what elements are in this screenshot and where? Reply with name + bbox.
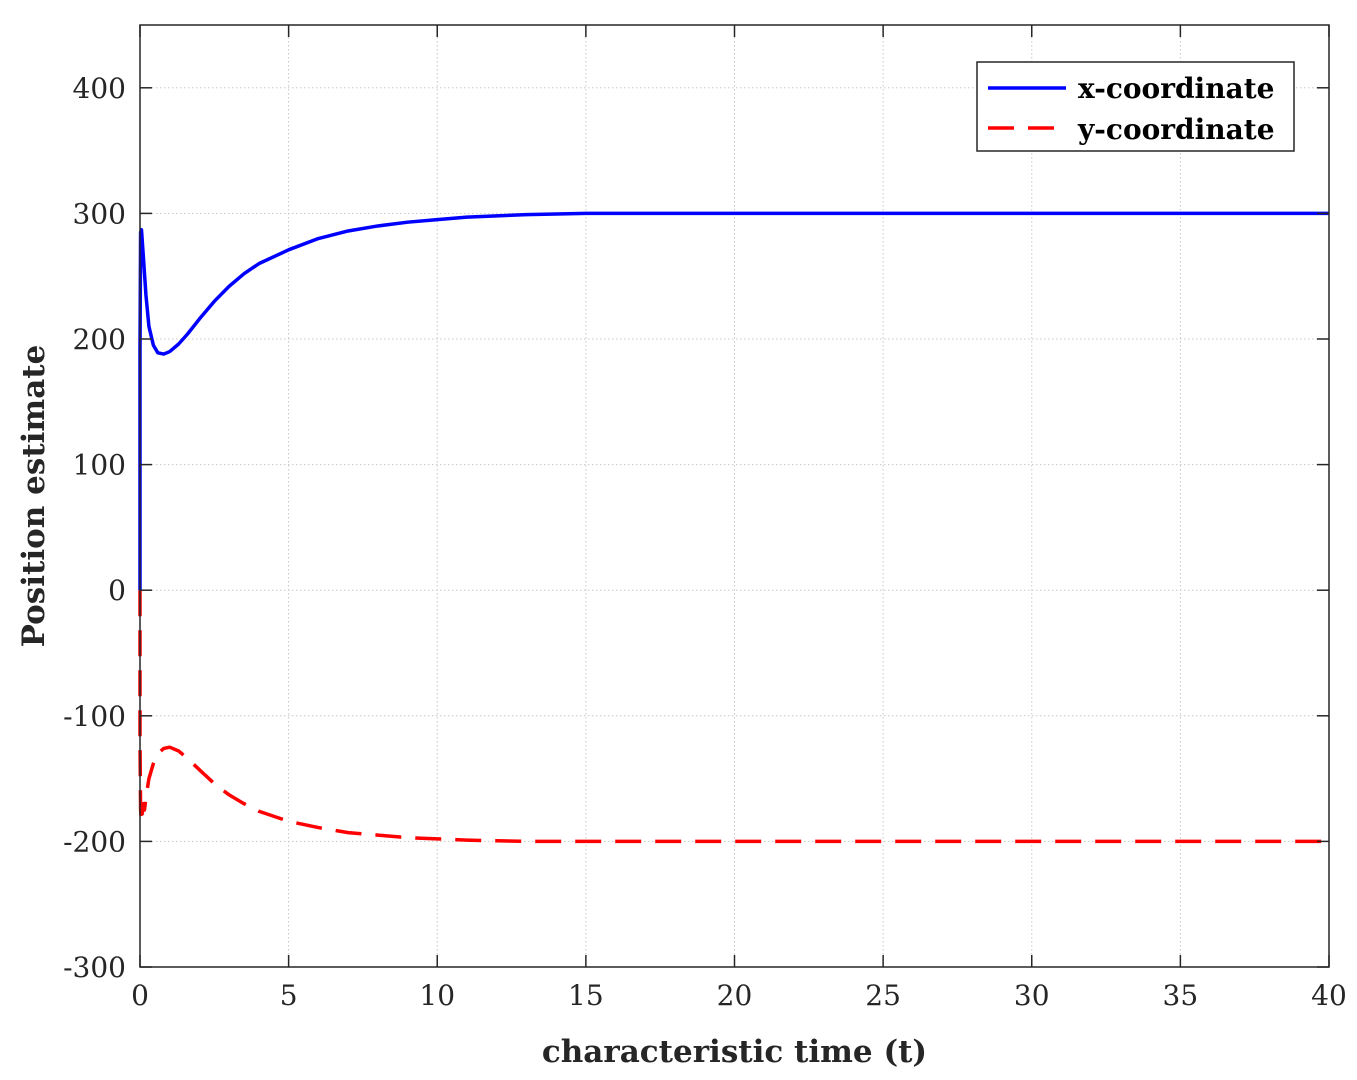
y-tick-label: 0 bbox=[108, 574, 126, 607]
x-tick-label: 15 bbox=[568, 979, 604, 1012]
y-tick-label: 400 bbox=[73, 72, 126, 105]
y-tick-label: 300 bbox=[73, 197, 126, 230]
ticks bbox=[139, 25, 1330, 968]
y-tick-label: -200 bbox=[63, 825, 126, 858]
y-tick-label: 200 bbox=[73, 323, 126, 356]
x-axis-label: characteristic time (t) bbox=[542, 1034, 927, 1070]
tick-labels: 0 5 10 15 20 25 30 35 40 -300 -200 -100 0 100 200 300 40… bbox=[63, 72, 1347, 1012]
x-tick-label: 10 bbox=[419, 979, 455, 1012]
y-tick-label: 100 bbox=[73, 449, 126, 482]
x-tick-label: 5 bbox=[280, 979, 298, 1012]
series-group bbox=[138, 211, 1329, 844]
x-tick-label: 40 bbox=[1311, 979, 1347, 1012]
y-tick-label: -100 bbox=[63, 700, 126, 733]
x-tick-label: 35 bbox=[1163, 979, 1199, 1012]
x-tick-label: 30 bbox=[1014, 979, 1050, 1012]
series-line-x-coordinate bbox=[138, 211, 1329, 591]
legend-label-x-coordinate: x-coordinate bbox=[1078, 72, 1274, 105]
series-line-y-coordinate bbox=[138, 590, 1329, 844]
y-tick-label: -300 bbox=[63, 951, 126, 984]
x-tick-label: 20 bbox=[717, 979, 753, 1012]
legend-label-y-coordinate: y-coordinate bbox=[1077, 113, 1275, 146]
legend-box bbox=[976, 61, 1295, 152]
x-tick-label: 0 bbox=[131, 979, 149, 1012]
y-axis-label: Position estimate bbox=[16, 345, 52, 648]
legend: x-coordinate y-coordinate bbox=[976, 61, 1295, 152]
x-tick-label: 25 bbox=[865, 979, 901, 1012]
